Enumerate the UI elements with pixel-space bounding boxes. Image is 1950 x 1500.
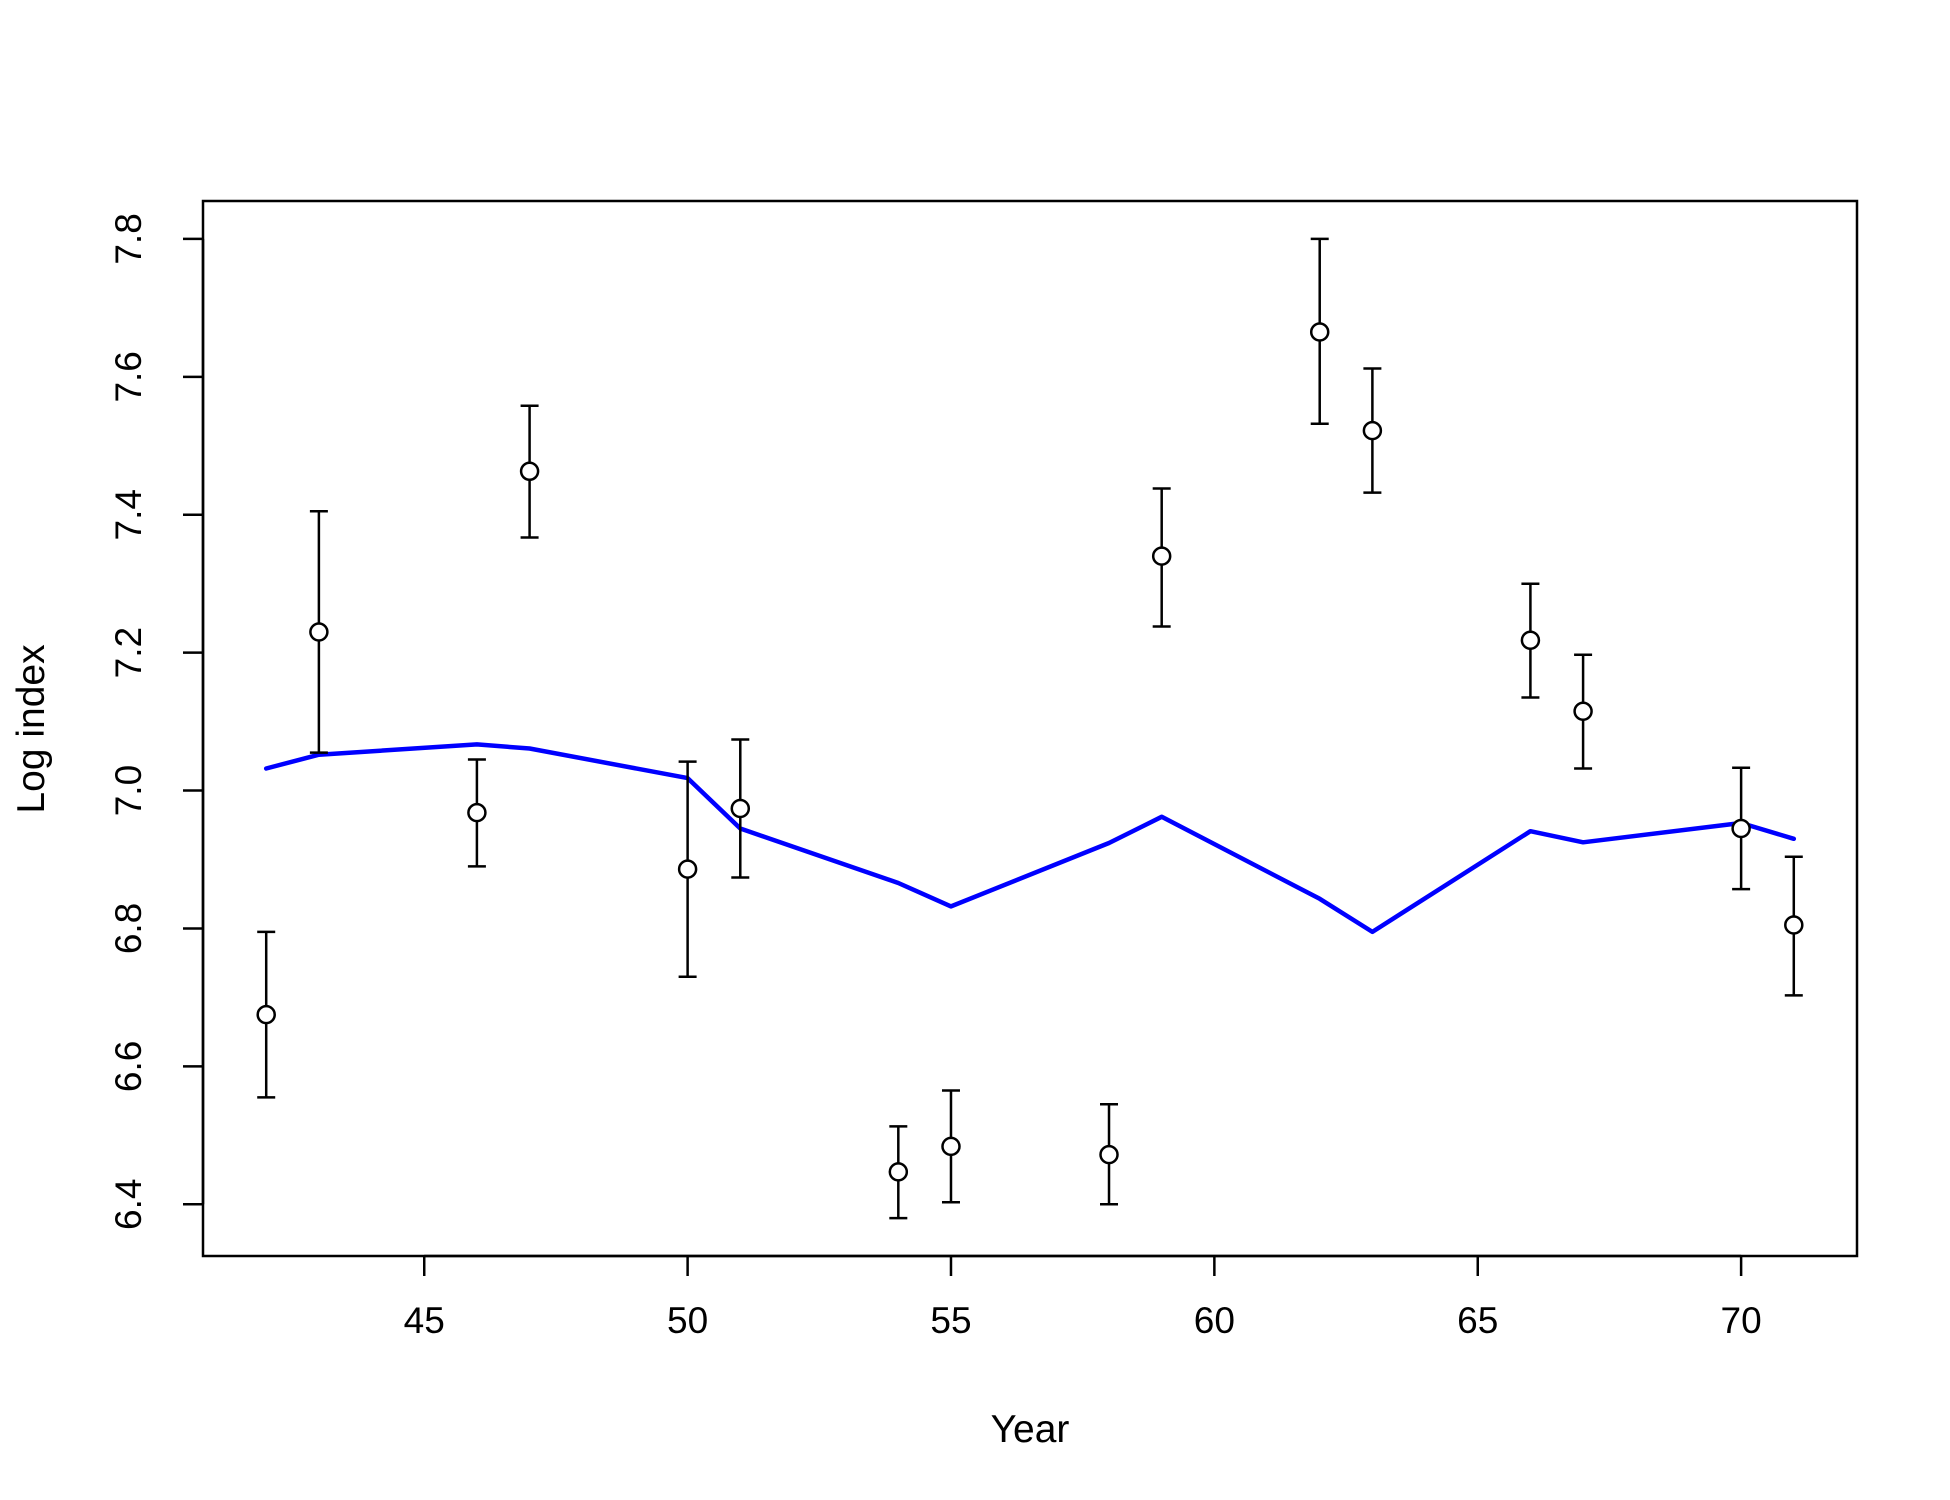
data-point [309, 510, 329, 754]
data-point-marker [309, 622, 329, 642]
y-tick-label: 7.0 [108, 765, 149, 816]
y-tick-label: 6.8 [108, 903, 149, 954]
data-point [1573, 653, 1593, 770]
data-point-marker [1520, 630, 1541, 650]
data-point-marker [730, 798, 751, 819]
x-tick-label: 65 [1457, 1300, 1498, 1341]
y-tick-label: 7.4 [108, 489, 149, 540]
data-point-marker [467, 802, 487, 823]
plot-frame [201, 199, 1859, 1258]
data-point-marker [941, 1136, 961, 1157]
data-point-marker [1362, 420, 1383, 441]
points-layer [256, 237, 1804, 1220]
data-point [730, 738, 751, 879]
data-point-marker [1309, 322, 1330, 342]
data-point-marker [1573, 701, 1593, 722]
data-point-marker [677, 859, 698, 879]
data-point [941, 1089, 961, 1204]
data-point [1784, 855, 1804, 997]
x-tick-label: 55 [930, 1300, 971, 1341]
data-point [256, 930, 276, 1099]
fit-line [263, 742, 1797, 935]
data-point-marker [888, 1162, 909, 1182]
data-point-marker [256, 1004, 276, 1025]
data-point-marker [1784, 915, 1804, 935]
data-point [677, 760, 698, 978]
y-axis: 6.4 6.6 6.8 7.0 7.2 7.4 7.6 7.8 [108, 213, 205, 1230]
data-point-marker [1099, 1144, 1119, 1165]
y-tick-label: 6.6 [108, 1041, 149, 1092]
y-tick-label: 7.6 [108, 351, 149, 402]
x-tick-label: 50 [667, 1300, 708, 1341]
x-axis-title: Year [991, 1408, 1070, 1451]
x-axis: 45 50 55 60 65 70 [404, 1254, 1762, 1341]
data-point [1731, 766, 1751, 891]
y-tick-label: 6.4 [108, 1179, 149, 1230]
data-point [519, 404, 540, 539]
fit-line-layer [263, 742, 1797, 935]
data-point-marker [1731, 818, 1751, 839]
y-tick-label: 7.8 [108, 213, 149, 264]
data-point-marker [519, 461, 540, 482]
data-point [1099, 1103, 1119, 1206]
x-tick-label: 45 [404, 1300, 445, 1341]
x-tick-label: 70 [1721, 1300, 1762, 1341]
data-point [1520, 582, 1541, 699]
y-axis-title: Log index [10, 644, 53, 814]
data-point [1362, 367, 1383, 494]
data-point [888, 1125, 909, 1220]
y-tick-label: 7.2 [108, 627, 149, 678]
data-point [467, 758, 487, 868]
data-point [1151, 487, 1172, 628]
x-tick-label: 60 [1194, 1300, 1235, 1341]
data-point [1309, 237, 1330, 425]
data-point-marker [1151, 546, 1172, 566]
